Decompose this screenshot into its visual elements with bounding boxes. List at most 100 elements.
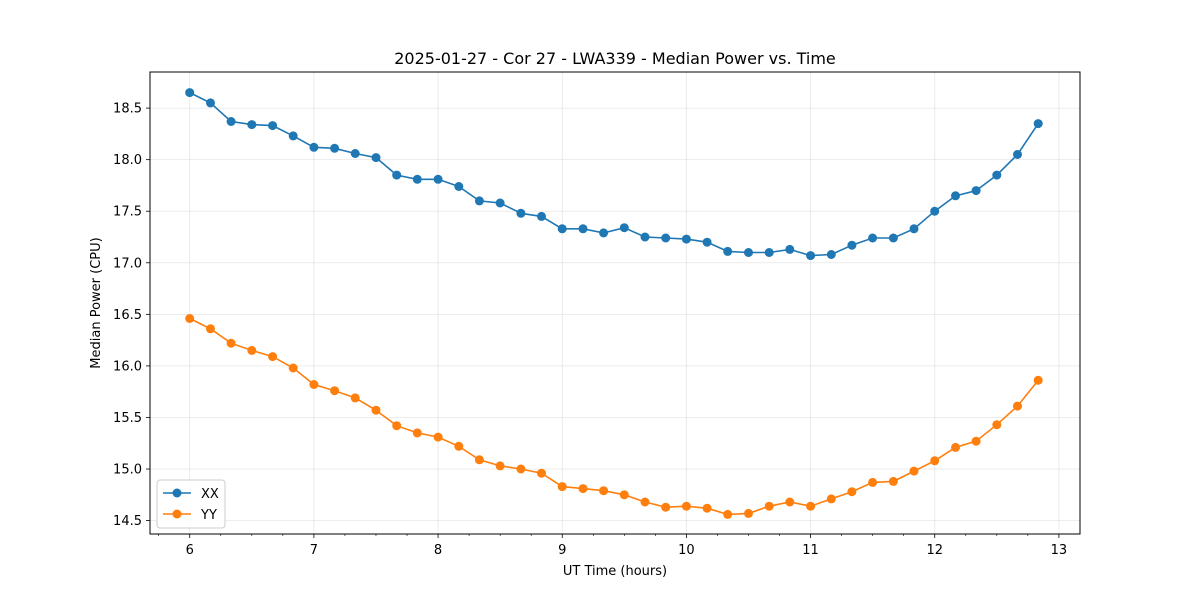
legend: XX YY	[156, 479, 226, 529]
data-point-yy	[268, 352, 278, 362]
data-point-yy	[826, 494, 836, 504]
data-point-yy	[247, 345, 257, 355]
plot-frame	[149, 71, 1081, 535]
legend-marker-xx	[172, 488, 182, 498]
data-point-yy	[930, 456, 940, 466]
data-point-xx	[247, 120, 257, 130]
chart-title: 2025-01-27 - Cor 27 - LWA339 - Median Po…	[394, 49, 836, 68]
data-point-xx	[226, 117, 236, 126]
legend-label-yy: YY	[200, 508, 217, 523]
data-point-xx	[785, 244, 795, 254]
data-point-xx	[557, 224, 567, 234]
data-point-yy	[226, 338, 236, 348]
x-tick-label: 12	[926, 543, 943, 558]
data-point-xx	[723, 246, 733, 256]
data-point-yy	[619, 490, 629, 500]
data-point-yy	[661, 502, 671, 512]
legend-label-xx: XX	[201, 487, 219, 502]
data-point-xx	[206, 98, 215, 108]
data-point-xx	[702, 237, 712, 247]
data-point-yy	[702, 503, 712, 513]
data-point-yy	[868, 477, 878, 487]
x-tick-label: 10	[678, 543, 695, 558]
data-point-xx	[806, 251, 816, 261]
data-point-xx	[268, 121, 278, 131]
data-point-yy	[185, 314, 195, 323]
data-point-xx	[371, 153, 381, 163]
data-point-xx	[826, 250, 836, 259]
data-point-xx	[744, 248, 753, 257]
data-point-yy	[412, 428, 422, 438]
data-point-yy	[206, 324, 215, 334]
data-point-xx	[764, 248, 774, 257]
data-point-yy	[350, 393, 360, 403]
y-tick-label: 16.0	[113, 359, 142, 374]
series-yy	[185, 314, 1043, 519]
y-tick-label: 14.5	[113, 514, 142, 529]
data-point-xx	[909, 224, 919, 234]
data-point-xx	[847, 240, 857, 250]
series-layer	[185, 88, 1043, 519]
data-point-yy	[309, 380, 319, 389]
data-point-xx	[185, 88, 195, 98]
data-point-xx	[433, 174, 443, 184]
data-point-yy	[681, 501, 691, 511]
data-point-yy	[330, 386, 340, 396]
data-point-yy	[495, 461, 505, 471]
data-point-yy	[764, 501, 774, 511]
data-point-yy	[433, 432, 443, 442]
data-point-xx	[971, 186, 981, 196]
data-point-yy	[537, 468, 546, 478]
y-axis-label: Median Power (CPU)	[89, 237, 104, 368]
data-point-xx	[330, 143, 340, 153]
data-point-xx	[1033, 119, 1043, 129]
x-axis-label: UT Time (hours)	[563, 564, 667, 579]
data-point-xx	[640, 232, 650, 242]
data-point-xx	[578, 224, 588, 234]
x-tick-label: 8	[434, 543, 442, 558]
data-point-yy	[785, 497, 795, 507]
data-point-yy	[909, 466, 919, 476]
series-xx	[185, 88, 1043, 261]
data-point-xx	[474, 196, 484, 206]
x-tick-label: 7	[310, 543, 318, 558]
data-point-yy	[1033, 375, 1043, 385]
data-point-xx	[392, 170, 402, 180]
data-point-yy	[371, 405, 381, 415]
data-point-xx	[1013, 150, 1022, 159]
data-point-xx	[930, 206, 940, 216]
data-point-yy	[578, 484, 588, 494]
x-tick-label: 6	[186, 543, 194, 558]
data-point-xx	[516, 208, 526, 218]
data-point-xx	[454, 182, 464, 191]
y-tick-label: 18.0	[113, 153, 142, 168]
data-point-xx	[868, 233, 878, 243]
data-point-yy	[288, 363, 298, 373]
y-tick-label: 17.0	[113, 256, 142, 271]
axis-ticks: 6 7 8 9 10 11 12 13 14.5 15.0 15.5 16.0 16.5 17.0 17.5…	[113, 102, 1067, 558]
data-point-xx	[681, 234, 691, 244]
data-point-xx	[661, 233, 671, 243]
data-point-yy	[744, 508, 753, 518]
x-tick-label: 11	[802, 543, 819, 558]
legend-marker-yy	[172, 509, 182, 519]
x-tick-label: 13	[1051, 543, 1068, 558]
data-point-yy	[557, 482, 567, 492]
data-point-xx	[537, 211, 546, 221]
data-point-yy	[971, 436, 981, 446]
data-point-xx	[619, 223, 629, 233]
x-tick-label: 9	[558, 543, 566, 558]
data-point-xx	[888, 233, 898, 243]
y-tick-label: 17.5	[113, 205, 142, 220]
data-point-xx	[951, 191, 960, 201]
y-tick-label: 15.5	[113, 411, 142, 426]
data-point-yy	[847, 487, 857, 497]
data-point-yy	[599, 486, 609, 496]
data-point-yy	[992, 420, 1002, 430]
data-point-yy	[806, 501, 816, 511]
data-point-yy	[1013, 401, 1022, 411]
data-point-yy	[888, 476, 898, 486]
data-point-xx	[288, 131, 298, 141]
y-tick-label: 18.5	[113, 102, 142, 117]
